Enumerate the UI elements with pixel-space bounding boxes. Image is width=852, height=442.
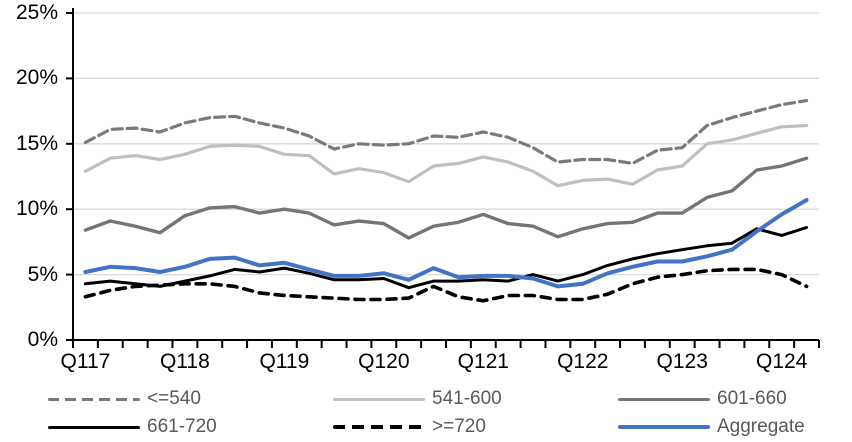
legend-item-601-660: 601-660 <box>618 388 787 410</box>
legend-item-661-720: 661-720 <box>48 416 217 438</box>
x-tick-label: Q123 <box>656 350 708 373</box>
x-tick-label: Q124 <box>756 350 808 373</box>
series-line-661720 <box>83 226 809 290</box>
y-tick-label: 10% <box>15 197 58 221</box>
legend-label: >=720 <box>432 416 486 437</box>
y-tick-label: 15% <box>15 131 58 155</box>
legend-swatch-dashed-black <box>333 425 425 429</box>
legend-label: 541-600 <box>432 388 502 409</box>
series-line-541600 <box>83 123 809 188</box>
legend-swatch-light-gray <box>333 397 425 401</box>
legend-label: 661-720 <box>147 416 217 437</box>
y-tick-label: 20% <box>15 66 58 90</box>
x-tick-label: Q122 <box>557 350 609 373</box>
legend-swatch-blue <box>618 425 710 429</box>
legend-item-ge720: >=720 <box>333 416 486 438</box>
legend-label: <=540 <box>147 388 201 409</box>
x-tick-label: Q120 <box>358 350 410 373</box>
legend-item-le540: <=540 <box>48 388 201 410</box>
series-line-601660 <box>83 156 809 240</box>
legend-item-aggregate: Aggregate <box>618 416 805 438</box>
series-line-540 <box>83 98 809 165</box>
legend-item-541-600: 541-600 <box>333 388 502 410</box>
y-tick-label: 0% <box>27 328 58 351</box>
series-line-720 <box>83 267 809 303</box>
series-line-Aggregate <box>83 198 809 289</box>
legend-label: Aggregate <box>717 416 805 437</box>
legend-swatch-dark-gray <box>618 397 710 401</box>
x-tick-label: Q119 <box>259 350 310 373</box>
x-tick-label: Q117 <box>60 350 111 373</box>
x-tick-label: Q121 <box>457 350 509 373</box>
legend-label: 601-660 <box>717 388 787 409</box>
x-tick-label: Q118 <box>159 350 210 373</box>
y-tick-label: 5% <box>27 262 58 286</box>
y-tick-label: 25% <box>15 1 58 24</box>
legend-swatch-black <box>48 425 140 429</box>
legend-swatch-dashed-gray <box>48 397 140 401</box>
